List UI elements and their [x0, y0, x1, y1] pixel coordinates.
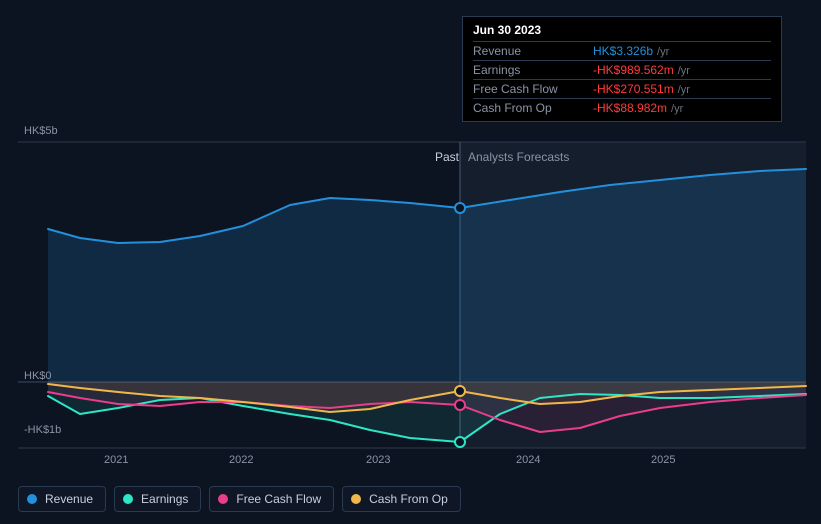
chart-legend: Revenue Earnings Free Cash Flow Cash From O… — [18, 486, 461, 512]
legend-dot-icon — [351, 494, 361, 504]
tooltip-metric-label: Free Cash Flow — [473, 82, 593, 96]
tooltip-metric-value: HK$3.326b — [593, 44, 653, 58]
legend-item-earnings[interactable]: Earnings — [114, 486, 201, 512]
chart-tooltip: Jun 30 2023 RevenueHK$3.326b/yrEarnings-… — [462, 16, 782, 122]
tooltip-unit: /yr — [657, 46, 669, 58]
x-axis-label: 2024 — [516, 454, 540, 466]
x-axis-label: 2022 — [229, 454, 253, 466]
tooltip-unit: /yr — [671, 103, 683, 115]
tooltip-metric-value: -HK$270.551m — [593, 82, 674, 96]
legend-label: Cash From Op — [369, 492, 448, 506]
y-axis-label: -HK$1b — [24, 424, 61, 436]
tooltip-row: Cash From Op-HK$88.982m/yr — [473, 98, 771, 117]
tooltip-metric-label: Revenue — [473, 44, 593, 58]
tooltip-date: Jun 30 2023 — [473, 23, 771, 41]
tooltip-row: Free Cash Flow-HK$270.551m/yr — [473, 79, 771, 98]
tooltip-row: RevenueHK$3.326b/yr — [473, 41, 771, 60]
x-axis-label: 2023 — [366, 454, 390, 466]
legend-dot-icon — [123, 494, 133, 504]
financials-chart: HK$5b HK$0 -HK$1b Past Analysts Forecast… — [0, 0, 821, 524]
legend-label: Earnings — [141, 492, 188, 506]
x-axis-label: 2021 — [104, 454, 128, 466]
y-axis-label: HK$5b — [24, 125, 58, 137]
tooltip-metric-value: -HK$989.562m — [593, 63, 674, 77]
tooltip-row: Earnings-HK$989.562m/yr — [473, 60, 771, 79]
y-axis-label: HK$0 — [24, 370, 52, 382]
legend-item-revenue[interactable]: Revenue — [18, 486, 106, 512]
tooltip-unit: /yr — [678, 65, 690, 77]
tooltip-metric-label: Earnings — [473, 63, 593, 77]
tooltip-metric-value: -HK$88.982m — [593, 101, 667, 115]
legend-label: Free Cash Flow — [236, 492, 321, 506]
forecast-region-label: Analysts Forecasts — [468, 150, 569, 164]
x-axis-label: 2025 — [651, 454, 675, 466]
legend-dot-icon — [27, 494, 37, 504]
past-region-label: Past — [435, 150, 459, 164]
legend-item-cfo[interactable]: Cash From Op — [342, 486, 461, 512]
legend-label: Revenue — [45, 492, 93, 506]
tooltip-unit: /yr — [678, 84, 690, 96]
legend-item-fcf[interactable]: Free Cash Flow — [209, 486, 334, 512]
tooltip-metric-label: Cash From Op — [473, 101, 593, 115]
legend-dot-icon — [218, 494, 228, 504]
